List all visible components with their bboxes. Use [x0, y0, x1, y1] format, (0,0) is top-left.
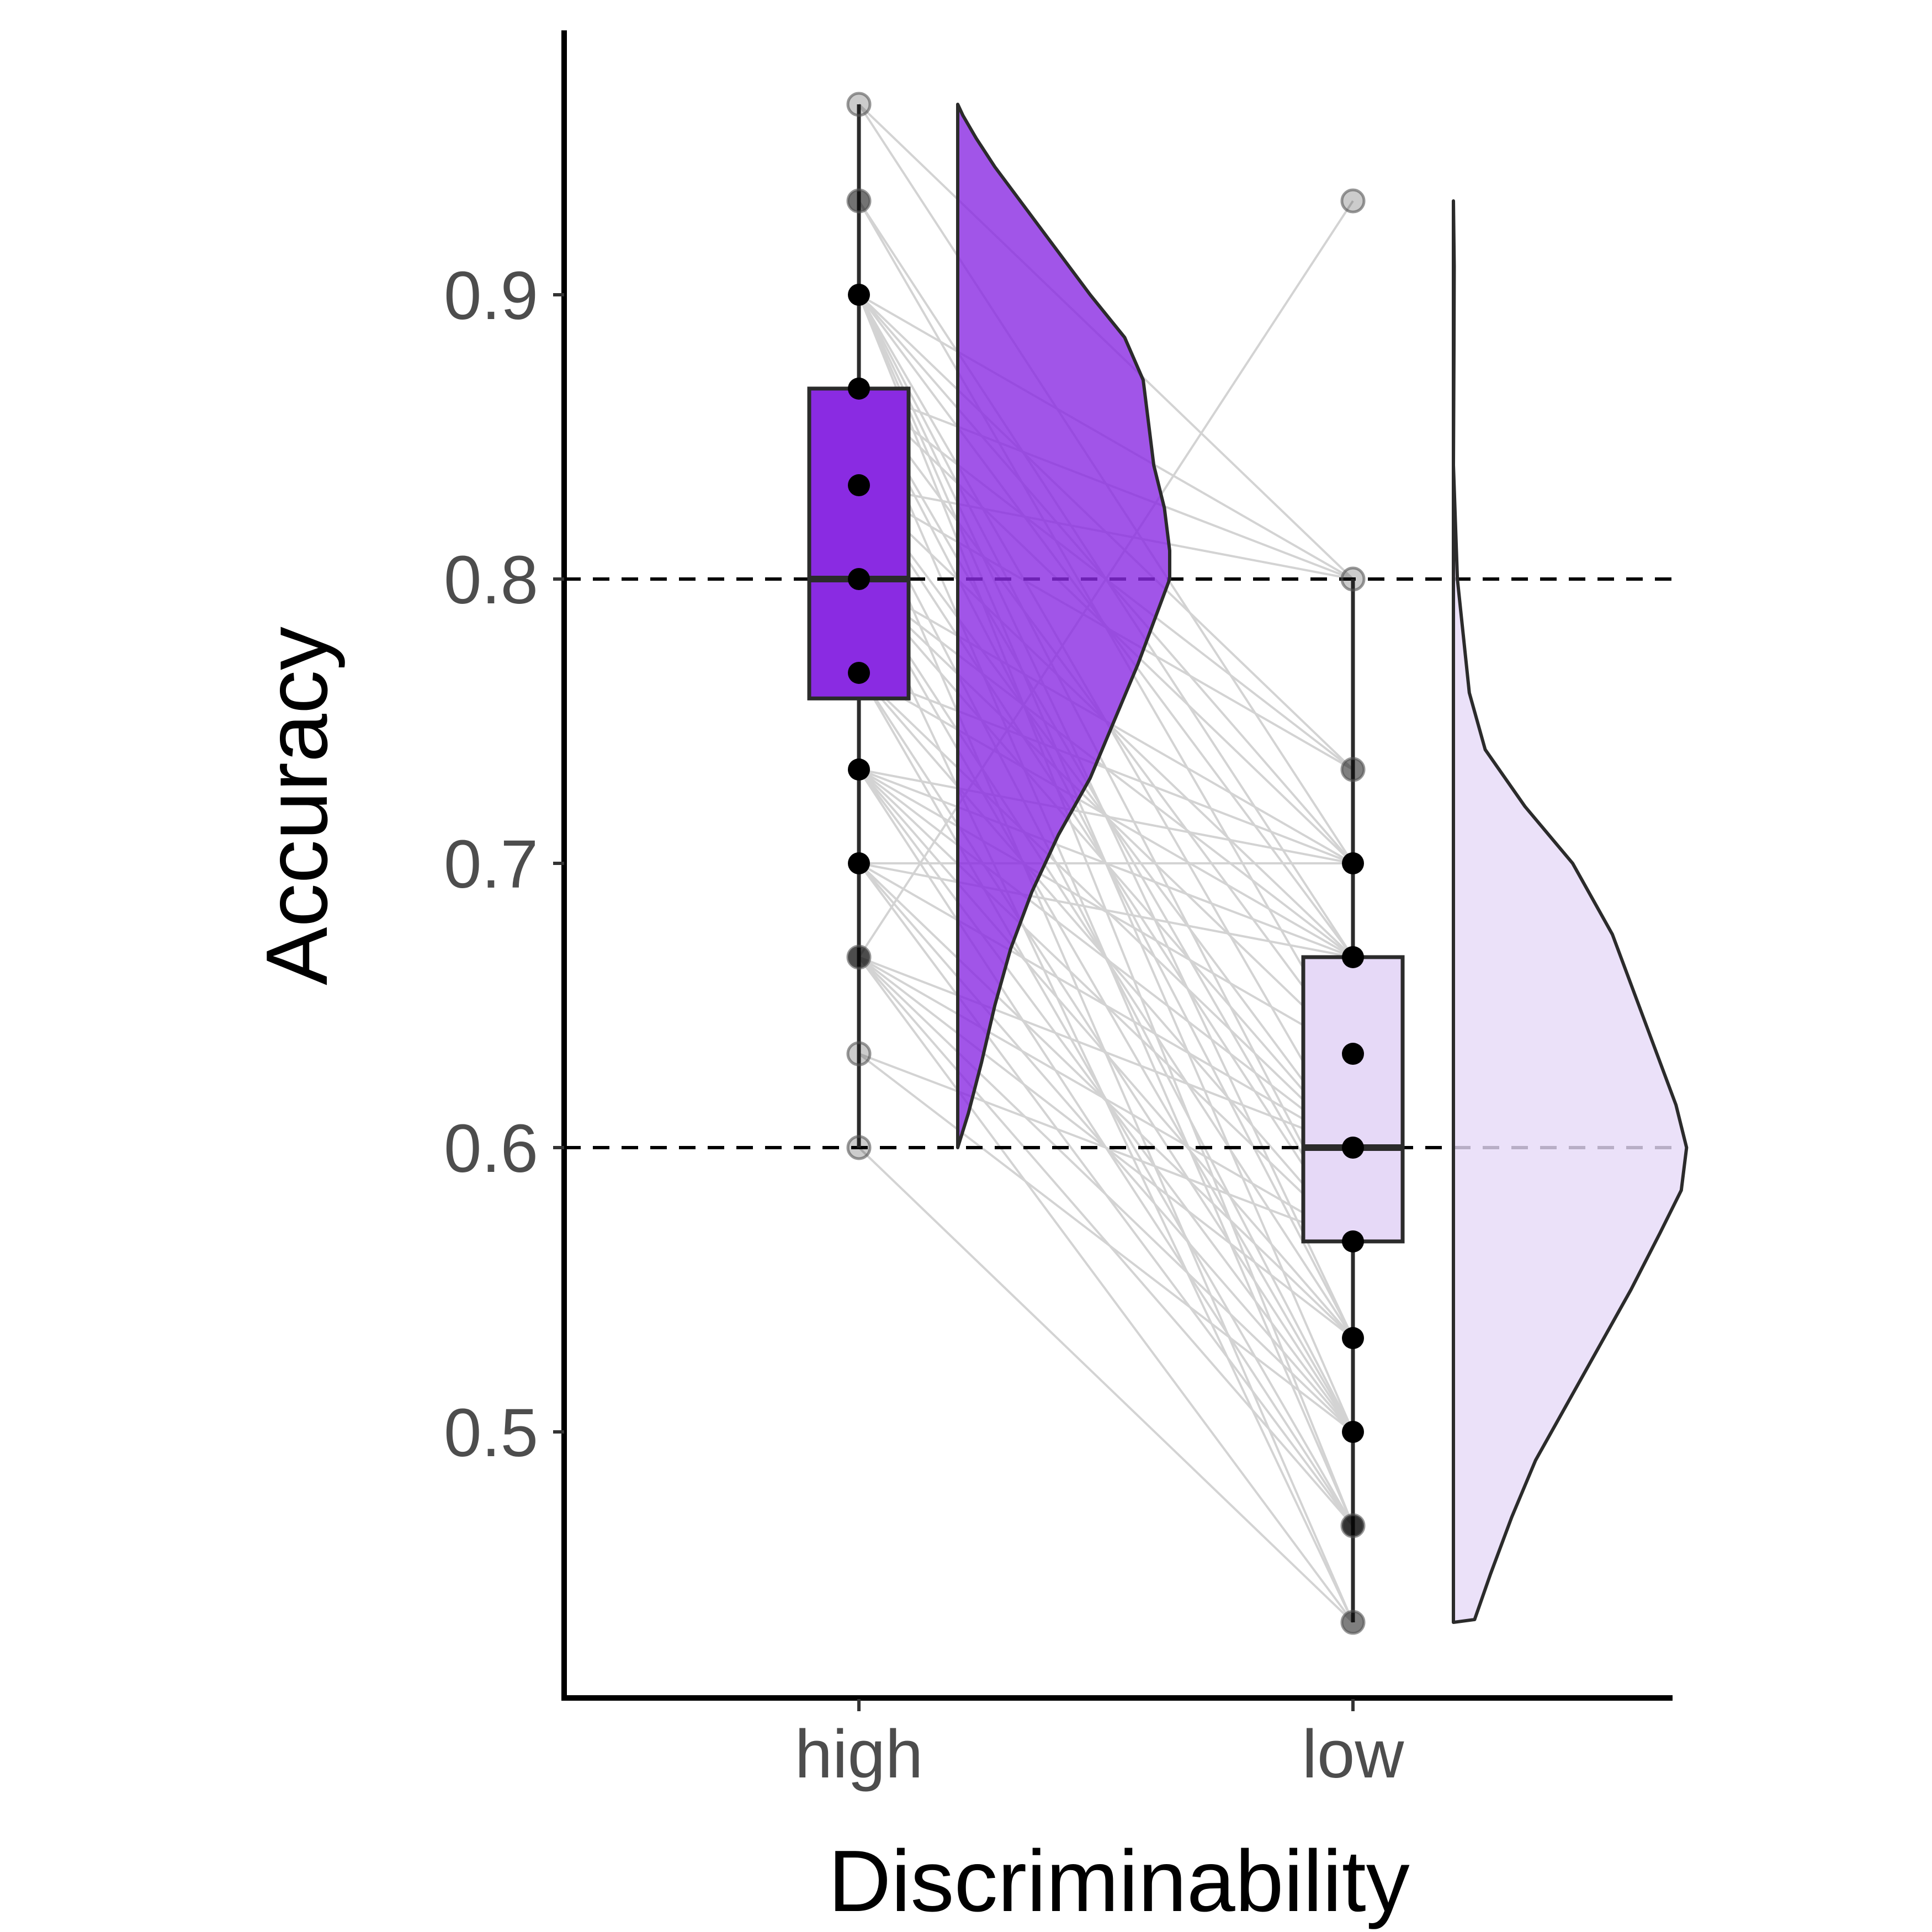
- y-tick-label: 0.6: [444, 1111, 538, 1187]
- paired-line: [858, 862, 1354, 1149]
- data-point-high: [846, 1041, 872, 1066]
- paired-line: [858, 672, 1354, 1243]
- paired-line: [858, 768, 1354, 864]
- y-tick-label: 0.8: [444, 543, 538, 618]
- paired-line: [858, 956, 1354, 1623]
- paired-line: [858, 956, 1354, 1433]
- points-layer: [846, 92, 1366, 1635]
- density-cloud-low: [1452, 199, 1689, 1625]
- data-point-high: [848, 661, 870, 684]
- paired-line: [858, 956, 1354, 1149]
- data-point-low: [1342, 1043, 1364, 1065]
- data-point-low: [1342, 946, 1364, 968]
- data-point-high: [846, 1135, 872, 1160]
- data-point-high: [846, 92, 872, 117]
- paired-line: [858, 768, 1354, 1055]
- paired-line: [858, 1053, 1354, 1243]
- data-point-low: [1340, 1513, 1366, 1538]
- paired-line: [858, 956, 1354, 1527]
- data-point-high: [846, 188, 872, 214]
- paired-line: [858, 1147, 1354, 1623]
- paired-line: [858, 862, 1354, 1339]
- data-point-low: [1340, 188, 1366, 214]
- density-clouds-layer: [956, 102, 1689, 1625]
- y-tick-label: 0.7: [444, 827, 538, 903]
- x-tick-label: low: [1302, 1717, 1405, 1792]
- data-point-high: [848, 568, 870, 590]
- data-point-low: [1340, 1610, 1366, 1635]
- paired-line: [858, 672, 1354, 864]
- data-point-low: [1342, 1421, 1364, 1443]
- boxplots-layer: [807, 104, 1405, 1623]
- y-tick-label: 0.9: [444, 258, 538, 334]
- paired-line: [858, 768, 1354, 1149]
- y-tick-label: 0.5: [444, 1395, 538, 1471]
- box-high: [807, 386, 911, 700]
- x-axis-title: Discriminability: [828, 1833, 1409, 1930]
- data-point-high: [848, 474, 870, 497]
- data-point-high: [846, 944, 872, 970]
- paired-line: [858, 956, 1354, 1243]
- data-point-low: [1342, 1327, 1364, 1350]
- data-point-low: [1340, 566, 1366, 592]
- data-point-low: [1342, 1137, 1364, 1159]
- data-point-high: [848, 377, 870, 400]
- data-point-high: [848, 284, 870, 306]
- data-point-high: [848, 852, 870, 874]
- paired-line: [858, 862, 1354, 958]
- paired-line: [858, 768, 1354, 1339]
- x-tick-label: high: [795, 1717, 923, 1792]
- paired-line: [858, 672, 1354, 958]
- y-axis-title: Accuracy: [248, 627, 346, 985]
- box-low: [1301, 955, 1405, 1244]
- data-point-low: [1342, 852, 1364, 874]
- data-point-high: [848, 758, 870, 781]
- ticks-layer: 0.5 0.6 0.7 0.8 0.9 high low: [444, 258, 1404, 1792]
- data-point-low: [1342, 1230, 1364, 1252]
- paired-line: [858, 1053, 1354, 1433]
- data-point-low: [1340, 757, 1366, 782]
- density-cloud-high: [956, 102, 1171, 1149]
